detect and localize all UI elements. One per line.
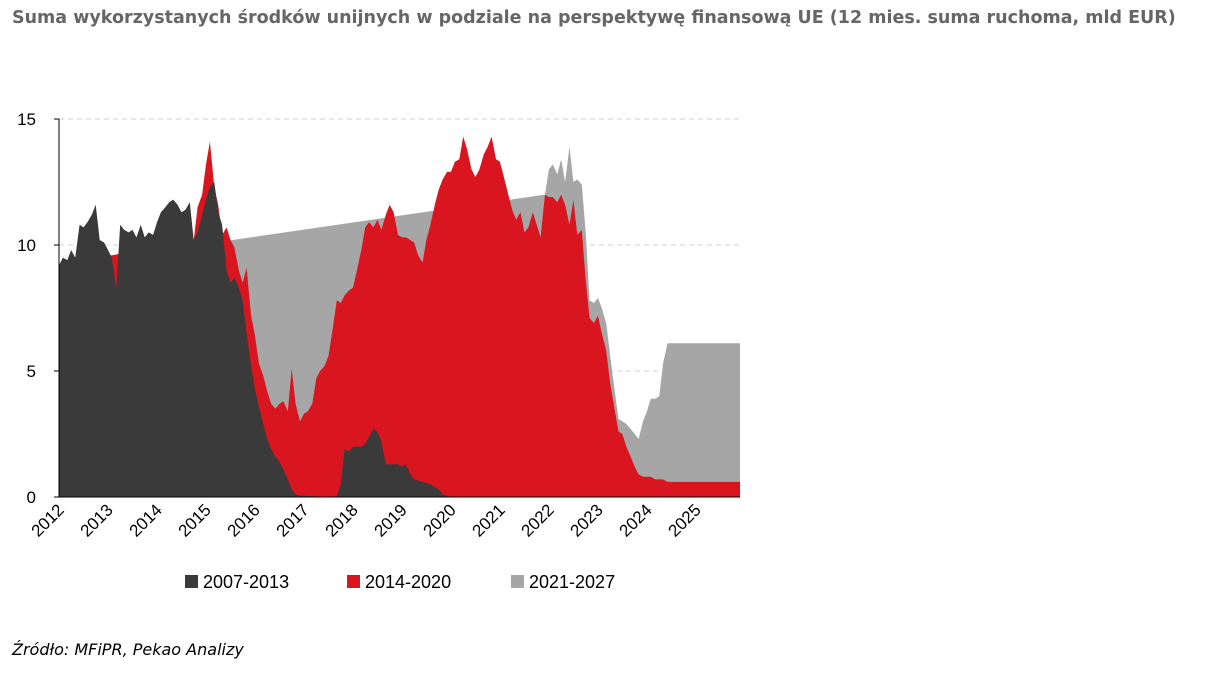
x-tick-label-2022: 2022 [518, 500, 558, 540]
x-tick-label-2021: 2021 [469, 500, 509, 540]
legend-label-2007-2013: 2007-2013 [203, 572, 289, 592]
x-tick-label-2016: 2016 [224, 500, 264, 540]
axes [58, 119, 740, 498]
x-tick-label-2018: 2018 [322, 500, 362, 540]
y-tick-labels: 0 5 10 15 [17, 110, 59, 507]
x-tick-label-2025: 2025 [665, 500, 705, 540]
legend: 2007-2013 2014-2020 2021-2027 [185, 572, 615, 592]
x-tick-label-2017: 2017 [273, 500, 313, 540]
legend-swatch-2021-2027 [511, 575, 524, 588]
x-tick-label-2019: 2019 [371, 500, 411, 540]
y-tick-label-15: 15 [17, 110, 36, 129]
y-tick-label-0: 0 [27, 488, 36, 507]
x-tick-label-2020: 2020 [420, 500, 460, 540]
source-note: Źródło: MFiPR, Pekao Analizy [12, 640, 244, 659]
x-tick-label-2013: 2013 [77, 500, 117, 540]
x-tick-label-2014: 2014 [126, 500, 166, 540]
area-2007-2013 [59, 182, 740, 497]
x-tick-label-2024: 2024 [616, 500, 656, 540]
y-tick-label-10: 10 [17, 236, 36, 255]
area-series [59, 136, 740, 497]
y-tick-label-5: 5 [27, 362, 36, 381]
x-tick-label-2023: 2023 [567, 500, 607, 540]
x-tick-label-2015: 2015 [175, 500, 215, 540]
grid-lines [59, 118, 740, 372]
x-tick-labels: 2012 2013 2014 2015 2016 2017 2018 2019 2020 2021… [28, 500, 705, 540]
chart-title: Suma wykorzystanych środków unijnych w p… [12, 8, 1176, 28]
legend-label-2014-2020: 2014-2020 [365, 572, 451, 592]
legend-label-2021-2027: 2021-2027 [529, 572, 615, 592]
legend-swatch-2007-2013 [185, 575, 198, 588]
legend-swatch-2014-2020 [347, 575, 360, 588]
